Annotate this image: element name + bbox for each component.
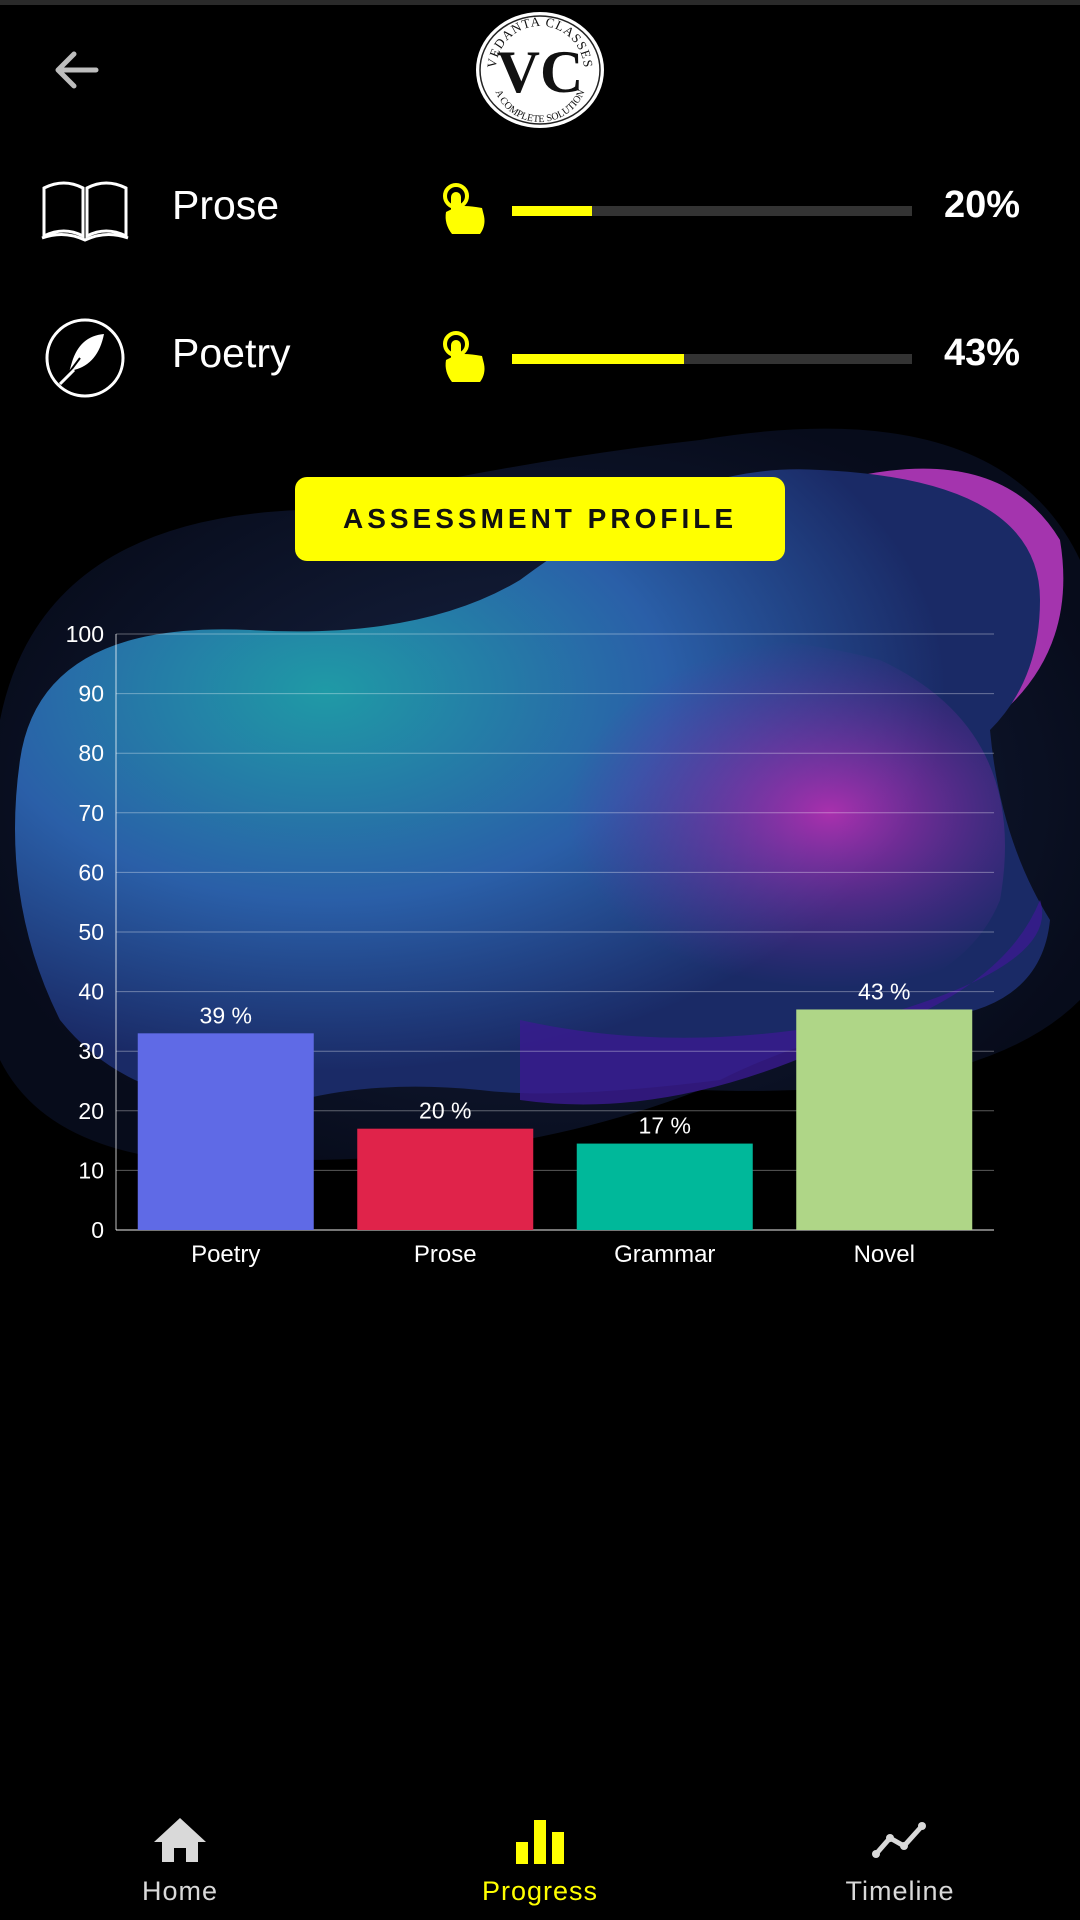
nav-label-home: Home bbox=[141, 1876, 219, 1906]
decorative-blob-background bbox=[0, 428, 1080, 1163]
app-logo: VEDANTA CLASSES A COMPLETE SOLUTION VC bbox=[472, 8, 608, 132]
pointer-hand-icon[interactable] bbox=[440, 182, 490, 238]
progress-percent-poetry: 43% bbox=[943, 332, 1020, 374]
subject-label-prose: Prose bbox=[172, 182, 280, 228]
progress-track-poetry bbox=[512, 354, 912, 364]
subject-row-prose: Prose 20% bbox=[0, 160, 1080, 260]
timeline-icon bbox=[872, 1822, 926, 1858]
bar-novel bbox=[796, 1009, 973, 1230]
logo-monogram: VC bbox=[497, 39, 584, 105]
nav-label-progress: Progress bbox=[481, 1876, 599, 1906]
assessment-bar-chart: 0 10 20 30 40 50 60 70 80 90 100 39 % Poetry 20 % Pros… bbox=[66, 621, 994, 1268]
bar-data-label: 39 % bbox=[200, 1002, 252, 1028]
assessment-profile-button[interactable]: ASSESSMENT PROFILE bbox=[295, 477, 785, 561]
back-button[interactable] bbox=[44, 40, 108, 104]
bar-poetry bbox=[137, 1033, 314, 1230]
subject-row-poetry: Poetry 43% bbox=[0, 308, 1080, 408]
bottom-navigation: Home Progress Timeline bbox=[0, 1790, 1080, 1920]
open-book-icon bbox=[40, 170, 130, 250]
progress-fill-poetry bbox=[512, 354, 684, 364]
y-tick-label: 60 bbox=[78, 859, 104, 885]
bar-data-label: 17 % bbox=[639, 1113, 691, 1139]
bar-grammar bbox=[576, 1143, 753, 1230]
progress-fill-prose bbox=[512, 206, 592, 216]
y-tick-label: 80 bbox=[78, 740, 104, 766]
y-tick-label: 100 bbox=[66, 621, 104, 647]
y-tick-label: 40 bbox=[78, 979, 104, 1005]
x-tick-label: Grammar bbox=[614, 1241, 715, 1268]
x-tick-label: Novel bbox=[854, 1241, 915, 1268]
y-tick-label: 20 bbox=[78, 1098, 104, 1124]
progress-track-prose bbox=[512, 206, 912, 216]
quill-icon bbox=[40, 318, 130, 398]
y-tick-label: 30 bbox=[78, 1038, 104, 1064]
progress-percent-prose: 20% bbox=[943, 184, 1020, 226]
x-tick-label: Prose bbox=[414, 1241, 477, 1268]
bar-chart-icon bbox=[516, 1820, 564, 1864]
arrow-left-icon bbox=[55, 51, 99, 89]
subject-label-poetry: Poetry bbox=[172, 330, 291, 376]
y-tick-label: 50 bbox=[78, 919, 104, 945]
bar-data-label: 20 % bbox=[419, 1098, 471, 1124]
nav-item-progress[interactable]: Progress bbox=[440, 1790, 640, 1920]
bar-prose bbox=[357, 1128, 534, 1230]
home-icon bbox=[154, 1818, 206, 1862]
x-tick-label: Poetry bbox=[191, 1241, 260, 1268]
nav-item-home[interactable]: Home bbox=[80, 1790, 280, 1920]
nav-label-timeline: Timeline bbox=[845, 1876, 955, 1906]
y-tick-label: 70 bbox=[78, 800, 104, 826]
nav-item-timeline[interactable]: Timeline bbox=[800, 1790, 1000, 1920]
status-strip bbox=[0, 0, 1080, 5]
y-tick-label: 0 bbox=[91, 1217, 104, 1243]
bar-data-label: 43 % bbox=[858, 978, 910, 1004]
pointer-hand-icon[interactable] bbox=[440, 330, 490, 386]
y-tick-label: 90 bbox=[78, 681, 104, 707]
y-tick-label: 10 bbox=[78, 1157, 104, 1183]
